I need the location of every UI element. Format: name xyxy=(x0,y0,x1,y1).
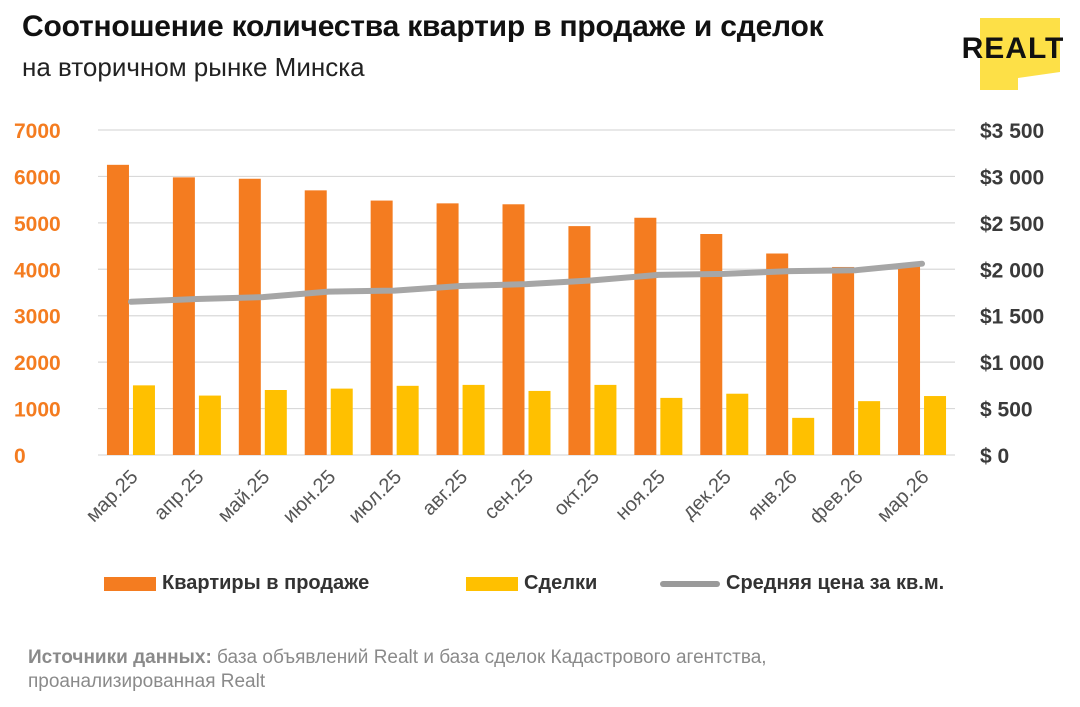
bar-listings xyxy=(106,164,129,456)
legend-label-listings: Квартиры в продаже xyxy=(162,572,370,594)
bar-deals xyxy=(132,385,155,455)
x-tick-label: авг.25 xyxy=(418,466,472,520)
bar-deals xyxy=(264,390,287,455)
x-tick-label: янв.26 xyxy=(744,466,802,524)
bar-listings xyxy=(568,226,591,455)
x-tick-label: сен.25 xyxy=(480,466,538,524)
bar-deals xyxy=(792,417,815,455)
legend-item-deals: Сделки xyxy=(466,572,597,595)
bar-deals xyxy=(528,390,551,455)
y-right-tick-label: $1 000 xyxy=(980,352,1044,375)
x-tick-label: фев.26 xyxy=(805,466,867,528)
bar-listings xyxy=(832,266,855,455)
bar-listings xyxy=(766,253,789,455)
y-left-tick-label: 3000 xyxy=(14,306,61,329)
bar-listings xyxy=(238,178,261,455)
chart-subtitle: на вторичном рынке Минска xyxy=(22,52,365,82)
realt-logo: REALT xyxy=(958,14,1068,92)
bar-deals xyxy=(924,396,947,455)
bar-listings xyxy=(502,204,525,455)
legend-swatch-listings xyxy=(104,576,156,591)
bar-listings xyxy=(370,200,393,455)
legend-label-price: Средняя цена за кв.м. xyxy=(726,572,945,594)
y-right-tick-label: $ 0 xyxy=(980,445,1009,468)
bar-listings xyxy=(436,203,459,455)
y-right-tick-label: $1 500 xyxy=(980,306,1044,329)
y-right-tick-label: $2 000 xyxy=(980,259,1044,282)
x-tick-label: май.25 xyxy=(214,466,275,527)
legend-label-deals: Сделки xyxy=(524,572,598,594)
y-right-tick-label: $2 500 xyxy=(980,213,1044,236)
bar-deals xyxy=(396,385,419,455)
x-tick-label: апр.25 xyxy=(150,466,209,525)
source-text: база объявлений Realt и база сделок Када… xyxy=(28,647,767,692)
y-left-tick-label: 1000 xyxy=(14,399,61,422)
bar-deals xyxy=(660,397,683,455)
bar-deals xyxy=(594,384,617,455)
y-right-tick-label: $3 500 xyxy=(980,120,1044,143)
bar-deals xyxy=(198,395,221,455)
x-tick-label: мар.25 xyxy=(82,466,143,527)
bar-listings xyxy=(700,234,723,455)
x-tick-label: окт.25 xyxy=(550,466,604,520)
x-tick-label: мар.26 xyxy=(873,466,934,527)
y-right-tick-label: $3 000 xyxy=(980,166,1044,189)
x-tick-label: июн.25 xyxy=(279,466,341,528)
legend-swatch-deals xyxy=(466,576,518,591)
y-right-tick-label: $ 500 xyxy=(980,399,1033,422)
chart-title: Соотношение количества квартир в продаже… xyxy=(22,10,824,43)
bar-listings xyxy=(172,177,195,455)
data-source-note: Источники данных: база объявлений Realt … xyxy=(28,646,928,694)
bar-deals xyxy=(858,401,881,455)
legend-item-listings: Квартиры в продаже xyxy=(104,572,369,595)
bar-deals xyxy=(726,393,749,455)
bar-listings xyxy=(304,190,327,455)
x-tick-label: ноя.25 xyxy=(611,466,670,525)
x-tick-label: июл.25 xyxy=(345,466,407,528)
legend-swatch-price xyxy=(660,580,720,587)
legend-item-price: Средняя цена за кв.м. xyxy=(660,572,944,595)
y-left-tick-label: 5000 xyxy=(14,213,61,236)
y-left-tick-label: 7000 xyxy=(14,120,61,143)
source-label: Источники данных: xyxy=(28,647,212,668)
bar-deals xyxy=(462,384,485,455)
y-left-tick-label: 6000 xyxy=(14,166,61,189)
logo-text: REALT xyxy=(961,32,1065,65)
y-left-tick-label: 0 xyxy=(14,445,26,468)
logo-shape xyxy=(980,18,1060,90)
x-tick-label: дек.25 xyxy=(678,466,736,524)
y-left-tick-label: 2000 xyxy=(14,352,61,375)
y-left-tick-label: 4000 xyxy=(14,259,61,282)
bar-listings xyxy=(898,264,921,455)
bar-listings xyxy=(634,217,657,455)
bar-deals xyxy=(330,388,353,455)
